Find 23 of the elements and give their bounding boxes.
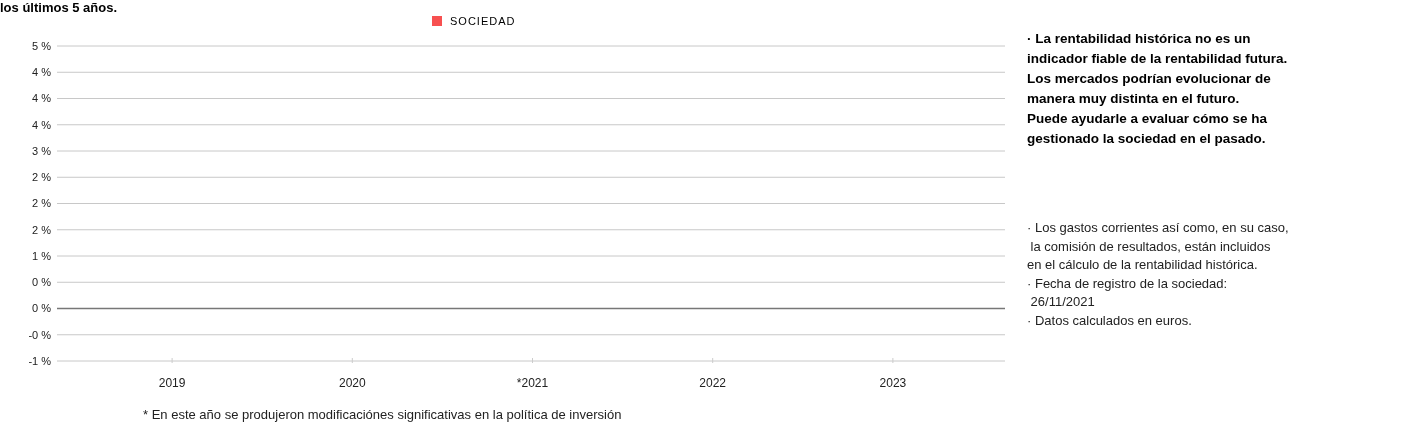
y-tick-label: 4 % bbox=[32, 118, 52, 131]
y-tick-label: 0 % bbox=[32, 276, 52, 289]
y-tick-label: -0 % bbox=[28, 328, 52, 341]
y-tick-label: 4 % bbox=[32, 66, 52, 79]
y-tick-label: 5 % bbox=[32, 39, 52, 52]
chart-title: los últimos 5 años. bbox=[0, 0, 118, 15]
x-tick-label: *2021 bbox=[516, 376, 549, 390]
y-tick-label: 1 % bbox=[32, 249, 52, 262]
y-tick-label: 4 % bbox=[32, 92, 52, 105]
x-tick-label: 2022 bbox=[699, 376, 727, 390]
y-tick-label: -1 % bbox=[28, 354, 52, 367]
text: * En este año se produjeron modificaciónes significativas en la política de inversión bbox=[143, 407, 622, 422]
y-tick-label: 2 % bbox=[32, 197, 52, 210]
y-tick-label: 3 % bbox=[32, 144, 52, 157]
legend-label: SOCIEDAD bbox=[450, 15, 516, 27]
x-tick-label: 2023 bbox=[879, 376, 907, 390]
x-tick-label: 2019 bbox=[158, 376, 186, 390]
y-tick-label: 2 % bbox=[32, 171, 52, 184]
y-tick-label: 2 % bbox=[32, 223, 52, 236]
text: · Los gastos corrientes así como, en su caso, la comisión de resultados, están incluidos en el cálculo de la rentabilidad histórica. · Fecha de registro de la sociedad: 26/11/2021 · Datos calculados en euros. bbox=[1027, 220, 1289, 328]
y-tick-label: 0 % bbox=[32, 302, 52, 315]
x-tick-label: 2020 bbox=[338, 376, 366, 390]
text: · La rentabilidad histórica no es un indicador fiable de la rentabilidad futura. Los mercados podrían evolucionar de manera muy distinta en el futuro. Puede ayudarle a evaluar cómo se ha gestionado la sociedad en el pasado. bbox=[1027, 31, 1288, 146]
